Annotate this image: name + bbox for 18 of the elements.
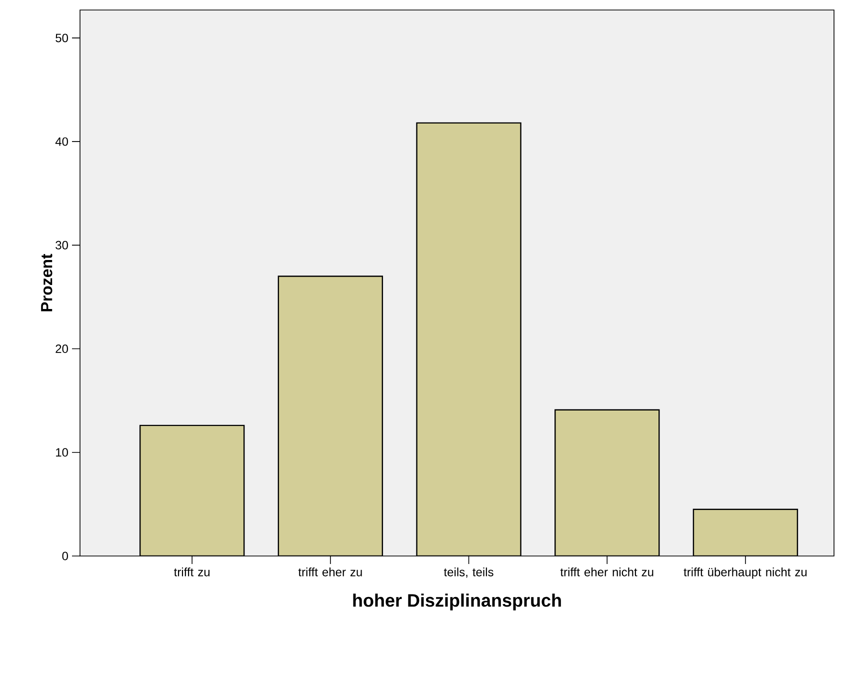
- x-tick-label: teils, teils: [444, 568, 494, 578]
- x-tick-label: trifft zu: [174, 568, 210, 576]
- x-axis-title: hoher Disziplinanspruch: [353, 594, 561, 610]
- y-tick-label: 0: [62, 552, 68, 560]
- bar: [692, 508, 798, 556]
- y-tick-label: 10: [56, 448, 68, 457]
- bar: [554, 409, 660, 556]
- bar: [140, 425, 244, 556]
- y-axis-title: Prozent: [41, 254, 52, 312]
- x-tick-label: trifft eher zu: [298, 568, 362, 576]
- y-tick-label: 40: [55, 137, 68, 146]
- x-tick-label: trifft eher nicht zu: [560, 568, 654, 576]
- y-tick-label: 30: [56, 240, 68, 250]
- x-tick-label: trifft überhaupt nicht zu: [684, 568, 807, 579]
- y-tick-label: 20: [56, 344, 68, 354]
- bar: [416, 122, 522, 556]
- bar: [278, 276, 384, 556]
- y-tick-label: 50: [56, 34, 68, 42]
